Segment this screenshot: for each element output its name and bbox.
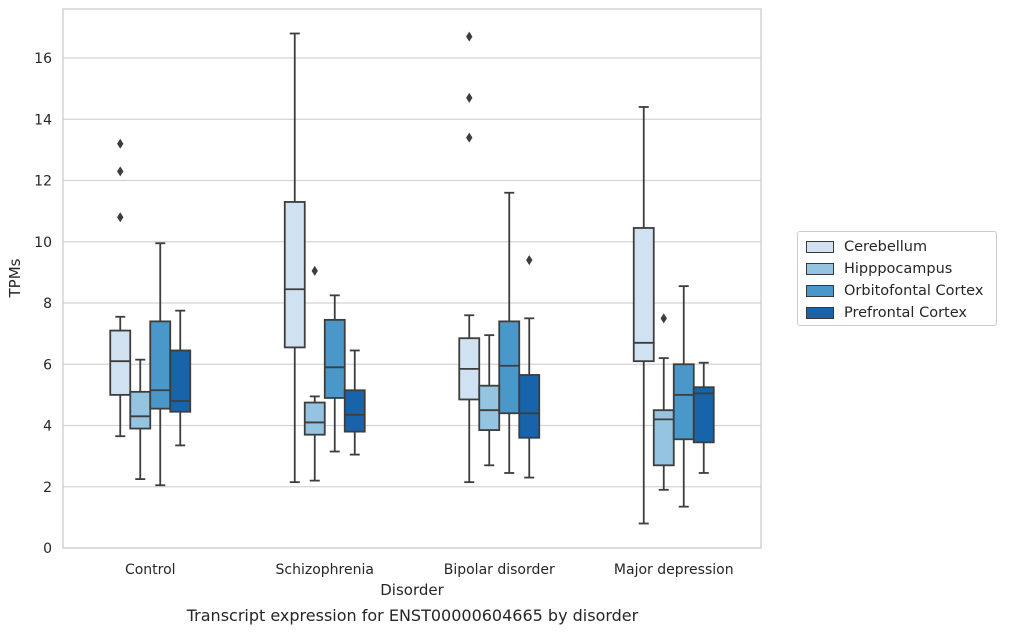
box-iqr — [149, 320, 172, 410]
box-iqr — [303, 401, 326, 436]
legend: Cerebellum Hipppocampus Orbitofontal Corte… — [797, 231, 997, 326]
plot-boxes — [109, 31, 715, 525]
y-tick-label: 14 — [34, 112, 52, 128]
box-hipppocampus — [129, 358, 152, 480]
legend-swatch — [806, 263, 834, 275]
x-tick-label: Schizophrenia — [276, 562, 374, 578]
box-iqr — [343, 389, 366, 433]
legend-swatch — [806, 307, 834, 319]
box-orbitofontal-cortex — [149, 242, 172, 487]
legend-label: Cerebellum — [844, 239, 928, 255]
outlier-point — [466, 92, 473, 103]
box-iqr — [283, 201, 306, 349]
box-iqr — [478, 384, 501, 431]
box-prefrontal-cortex — [692, 361, 715, 474]
y-tick-label: 10 — [34, 235, 52, 251]
box-prefrontal-cortex — [169, 309, 192, 447]
x-tick-label: Major depression — [614, 562, 734, 578]
box-iqr — [518, 374, 541, 439]
box-cerebellum — [632, 106, 655, 525]
legend-item: Cerebellum — [806, 236, 988, 258]
x-axis-ticks: Control Schizophrenia Bipolar disorder Majo… — [125, 562, 734, 578]
box-cerebellum — [109, 138, 132, 438]
box-iqr — [498, 320, 521, 415]
box-prefrontal-cortex — [518, 255, 541, 479]
outlier-point — [526, 255, 533, 266]
box-iqr — [109, 329, 132, 396]
box-hipppocampus — [303, 265, 326, 482]
box-iqr — [169, 349, 192, 413]
x-tick-label: Bipolar disorder — [444, 562, 555, 578]
y-tick-label: 2 — [43, 480, 52, 496]
x-axis-title: Disorder — [380, 581, 444, 599]
box-cerebellum — [458, 31, 481, 484]
y-tick-label: 16 — [34, 51, 52, 67]
y-axis-ticks: 0 2 4 6 8 10 12 14 16 — [34, 51, 52, 557]
y-tick-label: 0 — [43, 541, 52, 557]
plot-frame — [62, 8, 762, 549]
grid-lines — [63, 57, 761, 549]
box-iqr — [129, 390, 152, 430]
box-cerebellum — [283, 32, 306, 484]
outlier-point — [117, 212, 124, 223]
legend-swatch — [806, 285, 834, 297]
outlier-point — [117, 166, 124, 177]
chart-caption: Transcript expression for ENST0000060466… — [186, 606, 639, 625]
box-hipppocampus — [652, 313, 675, 491]
legend-item: Hipppocampus — [806, 258, 988, 280]
box-orbitofontal-cortex — [498, 191, 521, 474]
box-iqr — [632, 227, 655, 363]
legend-item: Prefrontal Cortex — [806, 302, 988, 324]
y-tick-label: 8 — [43, 296, 52, 312]
legend-item: Orbitofontal Cortex — [806, 280, 988, 302]
box-iqr — [652, 409, 675, 467]
outlier-point — [466, 132, 473, 143]
legend-label: Prefrontal Cortex — [844, 305, 967, 321]
y-tick-label: 12 — [34, 174, 52, 190]
x-tick-label: Control — [125, 562, 176, 578]
legend-swatch — [806, 241, 834, 253]
box-iqr — [692, 386, 715, 444]
box-prefrontal-cortex — [343, 349, 366, 456]
y-tick-label: 6 — [43, 357, 52, 373]
box-iqr — [672, 363, 695, 441]
box-orbitofontal-cortex — [672, 285, 695, 508]
y-axis-title: TPMs — [6, 258, 24, 298]
legend-label: Hipppocampus — [844, 261, 953, 277]
legend-label: Orbitofontal Cortex — [844, 283, 984, 299]
box-hipppocampus — [478, 334, 501, 467]
box-iqr — [323, 318, 346, 399]
outlier-point — [117, 138, 124, 149]
outlier-point — [466, 31, 473, 42]
outlier-point — [660, 313, 667, 324]
outlier-point — [311, 265, 318, 276]
y-tick-label: 4 — [43, 419, 52, 435]
box-orbitofontal-cortex — [323, 294, 346, 453]
